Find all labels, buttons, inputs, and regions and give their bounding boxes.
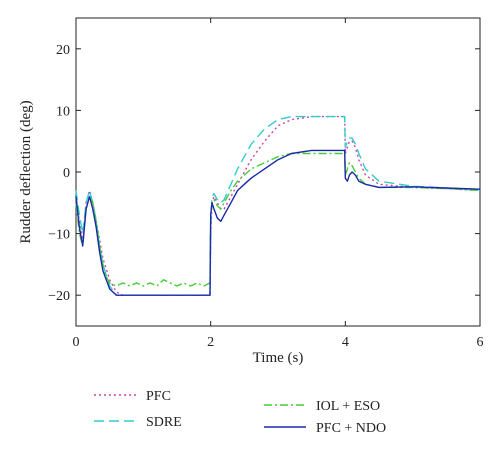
legend-label-1: SDRE bbox=[146, 415, 182, 430]
legend-label-2: IOL + ESO bbox=[316, 399, 380, 414]
legend-label-0: PFC bbox=[146, 389, 171, 404]
legend-label-3: PFC + NDO bbox=[316, 421, 386, 436]
y-tick-label: 20 bbox=[56, 43, 70, 58]
x-tick-label: 2 bbox=[207, 335, 214, 350]
series-layer bbox=[75, 115, 481, 296]
legend: PFC SDRE IOL + ESO PFC + NDO bbox=[94, 389, 386, 436]
x-tick-label: 6 bbox=[477, 335, 484, 350]
x-tick-label: 4 bbox=[342, 335, 349, 350]
x-tick-label: 0 bbox=[73, 335, 80, 350]
y-tick-label: 10 bbox=[56, 104, 70, 119]
plot-frame bbox=[75, 17, 481, 327]
y-tick-label: −20 bbox=[48, 289, 70, 304]
y-tick-label: 0 bbox=[63, 166, 70, 181]
y-axis-label: Rudder deflection (deg) bbox=[18, 100, 34, 243]
series-line-3 bbox=[75, 149, 481, 296]
series-line-0 bbox=[75, 115, 481, 296]
y-tick-label: −10 bbox=[48, 228, 70, 243]
x-axis-label: Time (s) bbox=[253, 350, 304, 366]
ticks-layer: 0 2 4 6 −20 −10 0 10 20 bbox=[48, 18, 484, 350]
